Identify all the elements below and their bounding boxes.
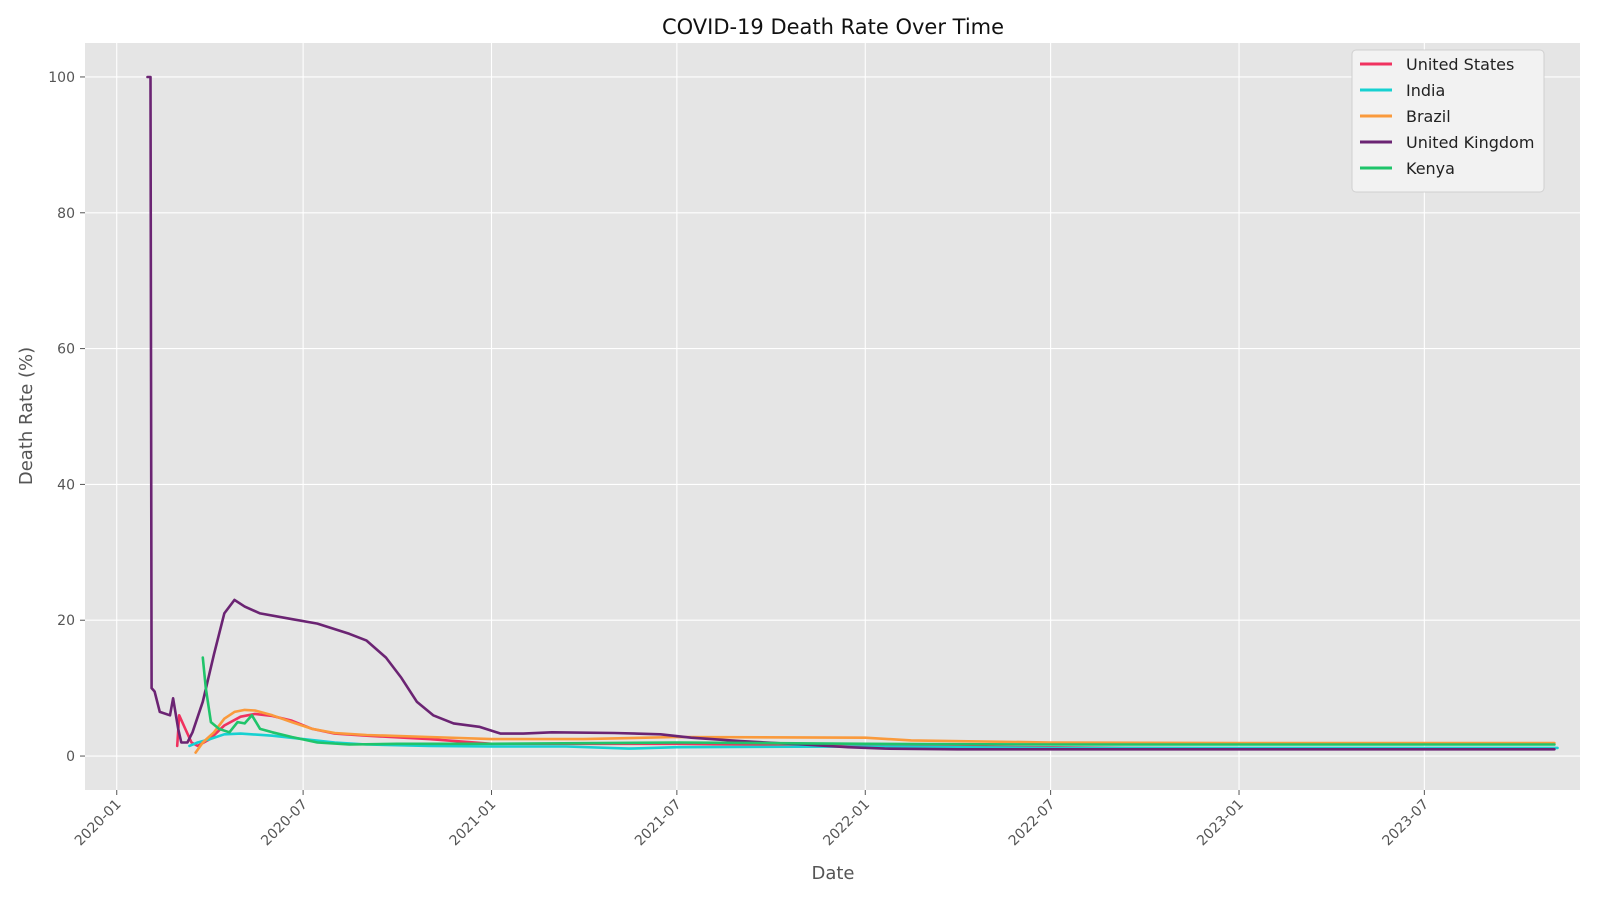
x-tick-label: 2020-07: [258, 797, 311, 850]
plot-area: [85, 43, 1580, 790]
chart-title: COVID-19 Death Rate Over Time: [662, 15, 1004, 39]
x-tick-label: 2023-01: [1194, 797, 1247, 850]
legend-label-kenya: Kenya: [1406, 159, 1455, 178]
x-tick-label: 2023-07: [1380, 797, 1433, 850]
x-axis-label: Date: [811, 863, 854, 884]
y-tick-label: 60: [57, 342, 75, 358]
y-tick-label: 20: [57, 613, 75, 629]
y-tick-label: 80: [57, 206, 75, 222]
x-tick-label: 2022-07: [1006, 797, 1059, 850]
y-axis-label: Death Rate (%): [16, 347, 37, 485]
y-tick-label: 0: [66, 749, 75, 765]
legend-box: [1351, 49, 1545, 193]
series-line-brazil: [194, 708, 1556, 754]
x-tick-label: 2021-01: [447, 797, 500, 850]
legend-label-united-kingdom: United Kingdom: [1406, 133, 1534, 152]
legend-label-brazil: Brazil: [1406, 107, 1451, 126]
y-tick-label: 40: [57, 477, 75, 493]
legend-label-india: India: [1406, 81, 1445, 100]
x-tick-label: 2020-01: [72, 797, 125, 850]
x-axis: 2020-01 2020-07 2021-01 2021-07 2022-01 2022-…: [72, 790, 1432, 849]
series-layer: [146, 75, 1559, 754]
y-tick-label: 100: [48, 70, 75, 86]
legend: United States India Brazil United Kingdom Ke…: [1351, 49, 1545, 193]
x-tick-label: 2022-01: [820, 797, 873, 850]
legend-label-united-states: United States: [1406, 55, 1514, 74]
series-line-india: [188, 732, 1559, 750]
y-axis: 0 20 40 60 80 100: [48, 70, 85, 765]
series-line-kenya: [201, 656, 1556, 746]
x-tick-label: 2021-07: [632, 797, 685, 850]
